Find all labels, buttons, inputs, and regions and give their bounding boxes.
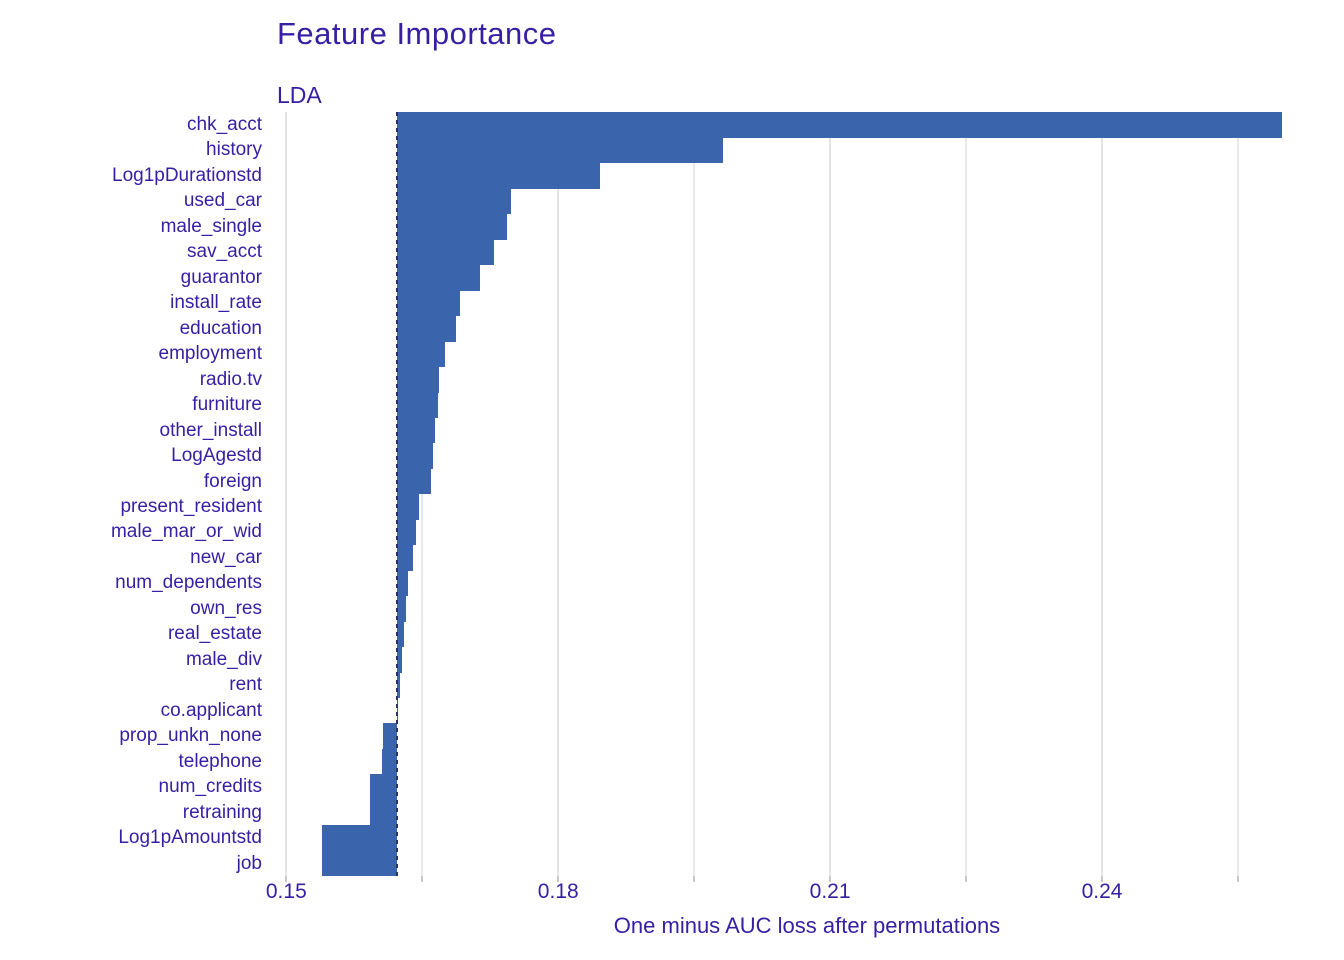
bar-chk_acct [396,112,1283,138]
bar-real_estate [396,621,405,648]
gridline-minor-0.195 [693,112,696,876]
axis-tick-mark [421,876,424,882]
y-axis-label-rent: rent [229,674,262,696]
axis-tick-mark [965,876,968,882]
gridline-major-0.24 [1101,112,1103,876]
bar-Log1pAmountstd [321,825,397,851]
y-axis-label-male_div: male_div [185,648,262,670]
bar-install_rate [396,290,461,317]
y-axis-label-foreign: foreign [203,470,262,492]
y-axis-label-furniture: furniture [192,394,262,416]
x-axis-tick-label-0.21: 0.21 [809,880,851,903]
bar-rent [396,672,400,699]
y-axis-label-own_res: own_res [190,597,262,619]
y-axis-label-retraining: retraining [182,801,262,823]
bar-male_mar_or_wid [396,519,416,546]
y-axis-label-install_rate: install_rate [170,292,262,314]
chart-subtitle-model-name: LDA [277,82,322,108]
y-axis-label-num_credits: num_credits [158,776,263,798]
bar-guarantor [396,264,481,291]
gridline-minor-0.255 [1236,112,1239,876]
bar-used_car [396,188,512,215]
axis-tick-mark [557,876,560,882]
bar-education [396,315,456,342]
bar-new_car [396,544,414,571]
bar-num_credits [369,774,397,800]
bar-retraining [369,799,397,826]
bar-foreign [396,468,432,495]
y-axis-label-education: education [179,317,262,339]
bar-sav_acct [396,239,494,266]
axis-tick-mark [1236,876,1239,882]
y-axis-label-job: job [236,852,262,874]
bar-Log1pDurationstd [396,162,600,189]
gridline-major-0.15 [285,112,288,876]
y-axis-label-num_dependents: num_dependents [115,572,262,594]
bar-own_res [396,595,406,622]
y-axis-label-male_mar_or_wid: male_mar_or_wid [110,521,262,543]
y-axis-label-radio.tv: radio.tv [199,368,262,390]
bar-history [396,137,724,164]
y-axis-label-present_resident: present_resident [120,496,262,517]
x-axis-tick-label-0.24: 0.24 [1081,880,1123,903]
bar-LogAgestd [396,443,434,469]
y-axis-label-chk_acct: chk_acct [187,114,262,135]
gridline-major-0.21 [829,112,832,876]
bar-radio.tv [396,366,440,393]
x-axis-tick-label-0.15: 0.15 [265,880,307,903]
x-axis-title: One minus AUC loss after permutations [613,913,1001,938]
bar-job [321,850,397,877]
axis-tick-mark [829,876,832,882]
y-axis-label-other_install: other_install [159,419,262,441]
chart-title: Feature Importance [277,16,557,51]
y-axis-label-LogAgestd: LogAgestd [171,445,262,467]
gridline-minor-0.225 [965,112,968,876]
y-axis-label-history: history [206,139,262,161]
bar-employment [396,341,445,368]
y-axis-label-Log1pDurationstd: Log1pDurationstd [112,164,262,186]
y-axis-label-guarantor: guarantor [180,266,262,288]
baseline-dashed-line [395,112,398,876]
bar-num_dependents [396,570,408,597]
y-axis-label-used_car: used_car [183,190,262,212]
axis-tick-mark [693,876,696,882]
axis-tick-mark [285,876,288,882]
bar-other_install [396,417,435,444]
bar-male_div [396,646,403,673]
bar-furniture [396,392,438,418]
bar-prop_unkn_none [383,723,397,750]
y-axis-label-telephone: telephone [178,750,262,772]
plot-panel [270,112,1344,882]
x-axis-tick-label-0.18: 0.18 [537,880,579,903]
y-axis-label-real_estate: real_estate [167,623,262,645]
y-axis-label-prop_unkn_none: prop_unkn_none [119,725,262,747]
bar-present_resident [396,494,419,520]
y-axis-label-Log1pAmountstd: Log1pAmountstd [118,827,262,849]
gridline-major-0.18 [557,112,560,876]
y-axis-label-employment: employment [158,343,263,365]
axis-tick-mark [1101,876,1103,882]
y-axis-label-new_car: new_car [190,546,262,568]
bar-male_single [396,213,508,240]
y-axis-label-co.applicant: co.applicant [160,699,262,721]
y-axis-label-male_single: male_single [160,215,262,237]
y-axis-label-sav_acct: sav_acct [187,241,262,263]
bar-telephone [382,748,397,775]
